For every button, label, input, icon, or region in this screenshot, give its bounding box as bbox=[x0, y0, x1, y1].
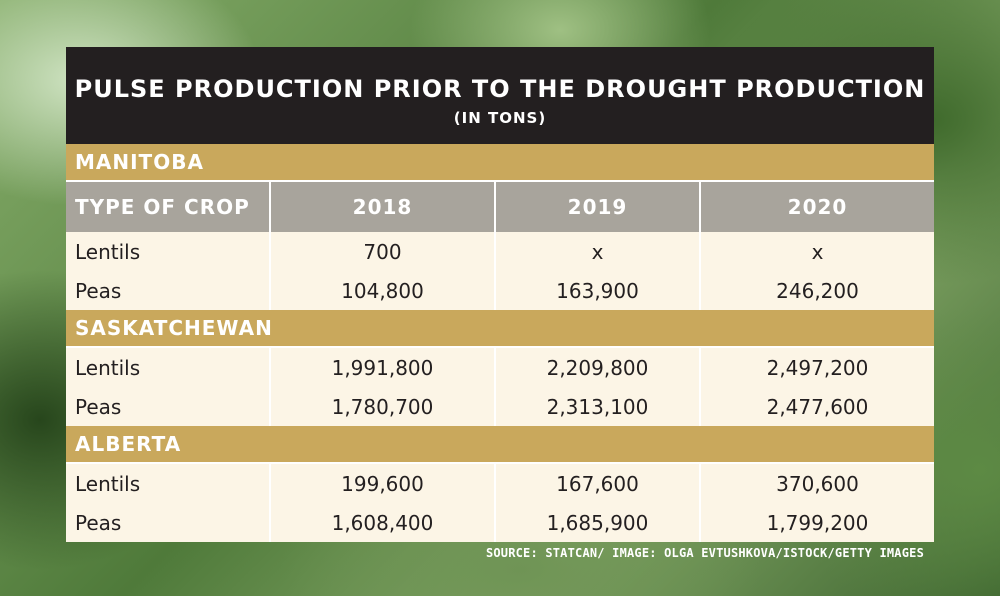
table-row: Lentils 700 x x bbox=[66, 232, 934, 271]
region-label: ALBERTA bbox=[66, 426, 934, 464]
value-cell: 2,209,800 bbox=[494, 347, 700, 387]
table-row: Lentils 199,600 167,600 370,600 bbox=[66, 463, 934, 503]
column-header: 2018 bbox=[269, 181, 495, 232]
value-cell: x bbox=[494, 232, 700, 271]
table-row: Peas 1,780,700 2,313,100 2,477,600 bbox=[66, 387, 934, 426]
table-panel: PULSE PRODUCTION PRIOR TO THE DROUGHT PR… bbox=[66, 47, 934, 542]
region-label: MANITOBA bbox=[66, 144, 934, 182]
value-cell: x bbox=[699, 232, 934, 271]
region-row: SASKATCHEWAN bbox=[66, 310, 934, 348]
region-row: ALBERTA bbox=[66, 426, 934, 464]
value-cell: 167,600 bbox=[494, 463, 700, 503]
production-table: MANITOBA TYPE OF CROP 2018 2019 2020 Lentils 7… bbox=[66, 144, 934, 542]
value-cell: 163,900 bbox=[494, 271, 700, 310]
crop-label: Peas bbox=[66, 503, 270, 542]
value-cell: 370,600 bbox=[699, 463, 934, 503]
column-header: 2020 bbox=[699, 181, 934, 232]
crop-label: Peas bbox=[66, 387, 270, 426]
crop-label: Lentils bbox=[66, 463, 270, 503]
column-header: TYPE OF CROP bbox=[66, 181, 270, 232]
region-label: SASKATCHEWAN bbox=[66, 310, 934, 348]
value-cell: 246,200 bbox=[699, 271, 934, 310]
table-body: MANITOBA TYPE OF CROP 2018 2019 2020 Lentils 7… bbox=[66, 144, 934, 542]
table-row: Peas 1,608,400 1,685,900 1,799,200 bbox=[66, 503, 934, 542]
region-row: MANITOBA bbox=[66, 144, 934, 182]
chart-subtitle: (IN TONS) bbox=[453, 109, 547, 127]
value-cell: 199,600 bbox=[269, 463, 495, 503]
value-cell: 1,780,700 bbox=[269, 387, 495, 426]
column-header: 2019 bbox=[494, 181, 700, 232]
table-row: Peas 104,800 163,900 246,200 bbox=[66, 271, 934, 310]
value-cell: 2,477,600 bbox=[699, 387, 934, 426]
value-cell: 2,497,200 bbox=[699, 347, 934, 387]
value-cell: 1,799,200 bbox=[699, 503, 934, 542]
crop-label: Lentils bbox=[66, 347, 270, 387]
column-header-row: TYPE OF CROP 2018 2019 2020 bbox=[66, 181, 934, 232]
value-cell: 1,608,400 bbox=[269, 503, 495, 542]
table-row: Lentils 1,991,800 2,209,800 2,497,200 bbox=[66, 347, 934, 387]
crop-label: Peas bbox=[66, 271, 270, 310]
title-bar: PULSE PRODUCTION PRIOR TO THE DROUGHT PR… bbox=[66, 47, 934, 144]
value-cell: 104,800 bbox=[269, 271, 495, 310]
value-cell: 1,991,800 bbox=[269, 347, 495, 387]
crop-label: Lentils bbox=[66, 232, 270, 271]
source-credit: SOURCE: STATCAN/ IMAGE: OLGA EVTUSHKOVA/… bbox=[485, 546, 924, 560]
value-cell: 1,685,900 bbox=[494, 503, 700, 542]
value-cell: 2,313,100 bbox=[494, 387, 700, 426]
chart-title: PULSE PRODUCTION PRIOR TO THE DROUGHT PR… bbox=[74, 75, 926, 103]
value-cell: 700 bbox=[269, 232, 495, 271]
